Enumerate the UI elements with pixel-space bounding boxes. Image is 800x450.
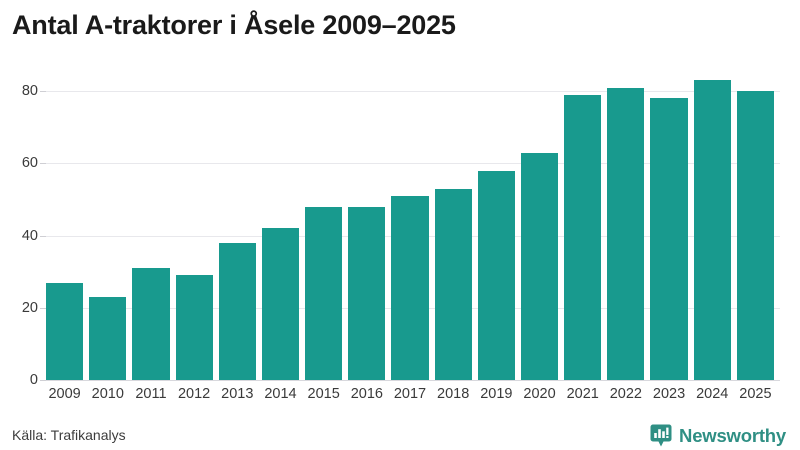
bar-column[interactable] [650, 66, 688, 380]
bar[interactable] [132, 268, 170, 380]
bar-column[interactable] [348, 66, 386, 380]
bar[interactable] [175, 275, 213, 380]
gridline [46, 163, 780, 165]
bar[interactable] [218, 242, 256, 380]
bar[interactable] [520, 152, 559, 380]
bar-column[interactable] [391, 66, 429, 380]
bar[interactable] [564, 94, 602, 380]
bar-column[interactable] [218, 66, 256, 380]
bar-column[interactable] [520, 66, 559, 380]
bar[interactable] [348, 206, 386, 380]
y-axis-tick-label: 80 [21, 83, 38, 100]
x-axis-tick-label: 2023 [652, 386, 686, 402]
y-axis-tick-label: 60 [21, 155, 38, 172]
x-axis-tick-label: 2015 [307, 386, 340, 402]
bar[interactable] [434, 188, 472, 380]
bar-column[interactable] [434, 66, 472, 380]
y-axis: 0 20 40 60 80 [0, 66, 38, 388]
y-axis-tick-mark [40, 163, 46, 165]
y-axis-tick-mark [40, 235, 46, 237]
bar-column[interactable] [305, 66, 343, 380]
brand-logo: Newsworthy [650, 424, 786, 448]
bar[interactable] [607, 87, 645, 380]
x-axis-tick-label: 2013 [221, 386, 254, 402]
brand-name: Newsworthy [679, 425, 786, 446]
chart-title: Antal A-traktorer i Åsele 2009–2025 [12, 10, 456, 40]
x-axis-tick-label: 2025 [739, 386, 772, 402]
bar[interactable] [736, 91, 774, 380]
bar-chart-pin-icon [650, 424, 672, 448]
x-axis-tick-label: 2024 [696, 386, 729, 402]
bar[interactable] [693, 80, 731, 380]
bar-column[interactable] [89, 66, 127, 380]
bar-column[interactable] [261, 66, 300, 380]
y-axis-tick-mark [40, 380, 46, 381]
bar-column[interactable] [175, 66, 213, 380]
x-axis-tick-label: 2020 [523, 386, 556, 402]
bar[interactable] [46, 282, 84, 380]
x-axis-tick-label: 2009 [48, 386, 81, 402]
bar-column[interactable] [607, 66, 645, 380]
x-axis-tick-label: 2021 [566, 386, 599, 402]
source-caption: Källa: Trafikanalys [12, 427, 126, 443]
bar-column[interactable] [477, 66, 515, 380]
y-axis-tick-label: 0 [29, 372, 38, 388]
bar-column[interactable] [564, 66, 602, 380]
y-axis-tick-mark [40, 307, 46, 309]
bar-column[interactable] [132, 66, 170, 380]
bar-column[interactable] [736, 66, 774, 380]
bar[interactable] [477, 170, 515, 380]
bar[interactable] [391, 195, 429, 380]
x-axis-tick-label: 2016 [350, 386, 383, 402]
x-axis-tick-label: 2012 [177, 386, 211, 402]
x-axis-tick-label: 2014 [264, 386, 297, 402]
bar[interactable] [261, 228, 300, 380]
x-axis-tick-label: 2022 [609, 386, 642, 402]
x-axis-tick-label: 2010 [91, 386, 124, 402]
x-axis-tick-label: 2018 [437, 386, 470, 402]
plot-area [46, 66, 780, 381]
y-axis-tick-mark [40, 91, 46, 93]
x-axis-tick-label: 2019 [480, 386, 513, 402]
bar-column[interactable] [693, 66, 731, 380]
bar[interactable] [650, 98, 688, 380]
gridline [46, 380, 780, 381]
bar-series [46, 66, 780, 380]
x-axis-tick-label: 2011 [135, 386, 167, 402]
gridline [46, 91, 780, 93]
bar-column[interactable] [46, 66, 84, 380]
y-axis-tick-label: 20 [21, 299, 38, 316]
bar[interactable] [305, 206, 343, 380]
y-axis-tick-label: 40 [21, 227, 38, 244]
bar[interactable] [89, 297, 127, 380]
x-axis-tick-label: 2017 [393, 386, 427, 402]
